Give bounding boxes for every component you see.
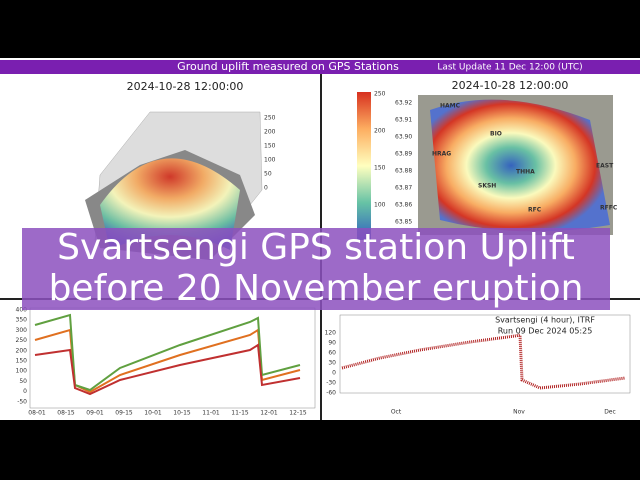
y-tick-label: 63.85 [395, 219, 412, 226]
station-label: HRAG [432, 151, 451, 158]
z-tick-label: 150 [264, 143, 276, 150]
y-tick-label: 100 [16, 368, 28, 375]
x-tick-label: 08-15 [57, 410, 75, 417]
y-tick-label: -60 [326, 390, 336, 397]
colorbar-label: 100 [374, 202, 386, 209]
header-title: Ground uplift measured on GPS Stations [177, 60, 399, 73]
z-tick-label: 50 [264, 171, 272, 178]
y-tick-label: 250 [16, 337, 28, 344]
chart-title: Svartsengi (4 hour), ITRF [495, 316, 595, 325]
y-tick-label: 63.87 [395, 185, 412, 192]
station-label: EAST [596, 163, 614, 170]
x-tick-label: 11-01 [202, 410, 220, 417]
plot-area [339, 314, 631, 394]
x-tick-label: 10-01 [144, 410, 162, 417]
y-tick-label: 300 [16, 327, 28, 334]
x-tick-label: 09-01 [86, 410, 104, 417]
colorbar-label: 200 [374, 128, 386, 135]
station-label: THHA [516, 169, 535, 176]
y-tick-label: 400 [16, 307, 28, 314]
map-labels: 250 200 150 100 63.92 63.91 63.90 63.89 63.88 63.… [374, 91, 618, 226]
caption-box [22, 228, 610, 310]
caption-line: before 20 November eruption [49, 268, 584, 309]
y-tick-label: -30 [326, 380, 336, 387]
station-label: BIO [490, 131, 502, 138]
header-bar [0, 60, 640, 74]
y-tick-label: -50 [17, 398, 27, 405]
caption-line: Svartsengi GPS station Uplift [57, 227, 575, 268]
br-ticks: 120 90 60 30 0 -30 -60 Oct Nov Dec [325, 330, 616, 416]
station-label: HAMC [440, 103, 461, 110]
y-tick-label: 63.88 [395, 168, 412, 175]
station-label: RFFC [600, 205, 618, 212]
y-tick-label: 63.92 [395, 100, 412, 107]
x-tick-label: Oct [391, 409, 402, 416]
colorbar-label: 250 [374, 91, 386, 98]
colorbar [357, 92, 371, 240]
header-update: Last Update 11 Dec 12:00 (UTC) [437, 63, 582, 73]
z-tick-label: 250 [264, 115, 276, 122]
y-tick-label: 200 [16, 347, 28, 354]
timestamp: 2024-10-28 12:00:00 [452, 79, 569, 92]
y-tick-label: 350 [16, 317, 28, 324]
y-tick-label: 0 [332, 370, 336, 377]
y-tick-label: 0 [23, 388, 27, 395]
z-tick-label: 200 [264, 129, 276, 136]
run-label: Run 09 Dec 2024 05:25 [498, 327, 593, 336]
series [34, 343, 301, 396]
timestamp: 2024-10-28 12:00:00 [127, 80, 244, 93]
colorbar-label: 150 [374, 165, 386, 172]
z-tick-label: 100 [264, 157, 276, 164]
x-tick-label: 10-15 [173, 410, 191, 417]
y-tick-label: 150 [16, 358, 28, 365]
x-tick-label: 12-15 [289, 410, 307, 417]
x-tick-label: 11-15 [231, 410, 249, 417]
y-tick-label: 90 [328, 340, 336, 347]
uplift-surface [100, 158, 240, 250]
station-label: SKSH [478, 183, 496, 190]
y-tick-label: 60 [328, 350, 336, 357]
y-tick-label: 30 [328, 360, 336, 367]
z-ticks: 250 200 150 100 50 0 [264, 115, 276, 192]
y-tick-label: 63.90 [395, 134, 412, 141]
x-tick-label: 12-01 [260, 410, 278, 417]
series [341, 333, 626, 390]
uplift-map [430, 99, 610, 232]
x-tick-label: 08-01 [28, 410, 46, 417]
z-tick-label: 0 [264, 185, 268, 192]
x-tick-label: Dec [604, 409, 616, 416]
y-tick-label: 63.91 [395, 117, 412, 124]
y-tick-label: 50 [19, 378, 27, 385]
y-tick-label: 120 [325, 330, 337, 337]
station-label: RFC [528, 207, 542, 214]
series [34, 313, 301, 392]
x-tick-label: 09-15 [115, 410, 133, 417]
x-tick-label: Nov [513, 409, 525, 416]
y-tick-label: 63.89 [395, 151, 412, 158]
y-tick-label: 63.86 [395, 202, 412, 209]
